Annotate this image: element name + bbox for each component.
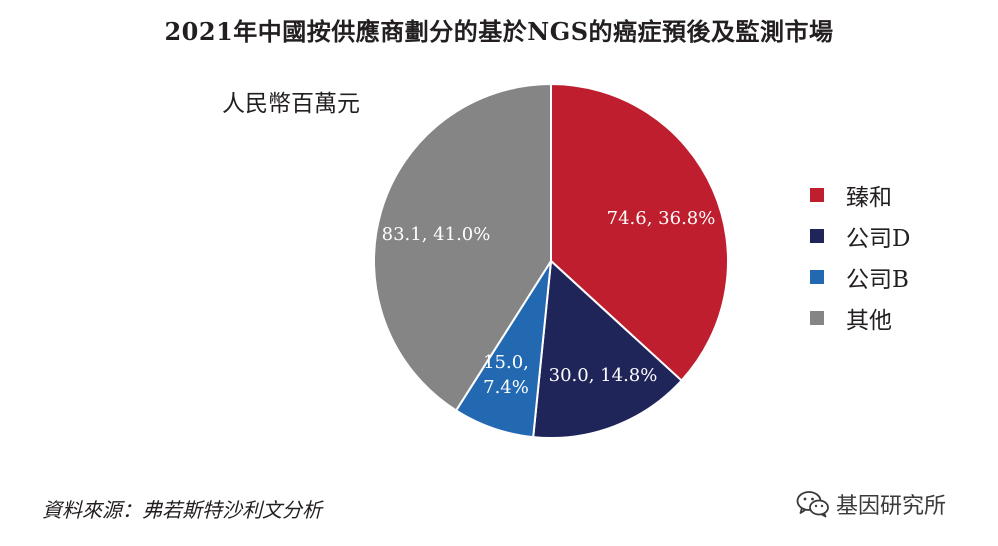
chart-title: 2021年中國按供應商劃分的基於NGS的癌症預後及監測市場 [164,17,834,46]
legend-item: 臻和 [810,174,910,215]
legend-swatch [810,269,824,284]
pie-slice [532,258,683,439]
slice-data-label: 30.0, 14.8% [549,365,658,386]
legend-label: 公司B [846,266,909,293]
slice-data-label: 15.0, 7.4% [483,352,529,398]
pie-slice [373,82,552,412]
slice-data-label: 74.6, 36.8% [607,208,716,229]
slice-data-label: 83.1, 41.0% [382,224,491,245]
legend-label: 臻和 [846,184,892,211]
legend-item: 公司B [810,256,910,297]
wechat-icon [796,491,829,518]
pie-slice [550,82,729,382]
watermark-text: 基因研究所 [836,494,947,519]
legend-label: 其他 [846,307,892,334]
source-note: 資料來源：弗若斯特沙利文分析 [42,498,322,522]
legend-swatch [810,228,824,243]
legend-item: 其他 [810,297,910,338]
legend-item: 公司D [810,215,910,256]
legend-label: 公司D [846,225,911,252]
legend-swatch [810,187,824,202]
watermark: 基因研究所 [796,488,946,520]
legend-swatch [810,310,824,325]
legend: 臻和 公司D 公司B 其他 [810,174,910,338]
unit-label: 人民幣百萬元 [222,91,360,117]
